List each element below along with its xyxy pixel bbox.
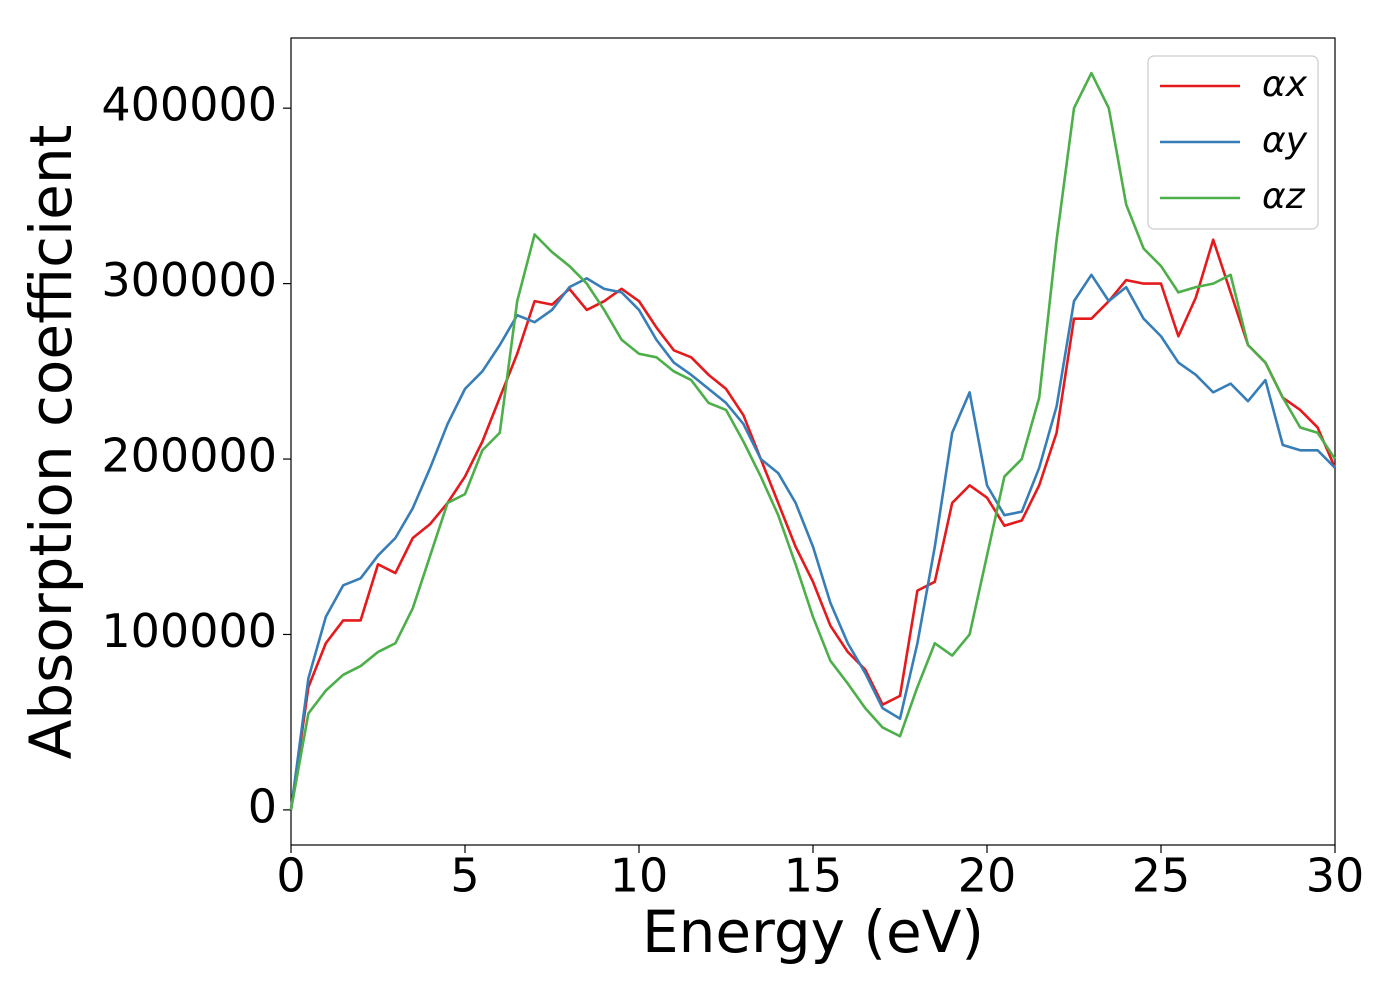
x-tick-label: 10: [610, 849, 669, 903]
y-tick-label: 200000: [101, 429, 277, 483]
series-line: [289, 71, 1337, 811]
legend-label: αy: [1262, 120, 1308, 161]
x-tick-label: 30: [1306, 849, 1365, 903]
series-line: [289, 238, 1337, 811]
y-tick-label: 400000: [101, 78, 277, 132]
y-tick-label: 0: [248, 779, 277, 833]
legend-label: αx: [1262, 64, 1308, 105]
x-tick-label: 15: [784, 849, 843, 903]
x-tick-label: 25: [1132, 849, 1191, 903]
series-line: [289, 273, 1336, 811]
y-tick-label: 100000: [101, 604, 277, 658]
x-axis-label: Energy (eV): [642, 898, 984, 966]
x-tick-label: 20: [958, 849, 1017, 903]
legend-label: αz: [1262, 176, 1306, 217]
y-axis-label: Absorption coefficient: [17, 125, 85, 760]
y-tick-label: 300000: [101, 253, 277, 307]
x-tick-label: 5: [450, 849, 479, 903]
x-tick-label: 0: [276, 849, 305, 903]
